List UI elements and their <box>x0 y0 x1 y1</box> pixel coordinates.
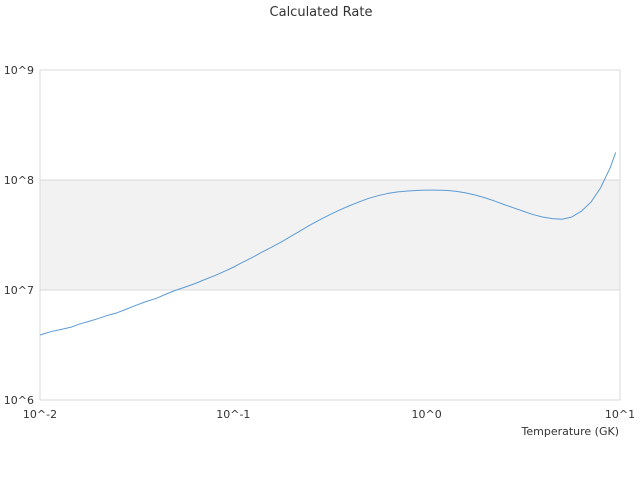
rate-series-line <box>39 152 617 336</box>
x-tick-label: 10^-2 <box>23 408 57 421</box>
y-tick-label: 10^9 <box>4 64 34 77</box>
highlight-band-layer <box>40 180 620 290</box>
x-tick-label: 10^-1 <box>216 408 250 421</box>
x-tick-label: 10^1 <box>605 408 635 421</box>
y-tick-label: 10^7 <box>4 284 34 297</box>
y-tick-label: 10^8 <box>4 174 34 187</box>
highlight-band <box>40 180 620 290</box>
x-tick-layer: 10^-2 10^-1 10^0 10^1 <box>23 408 635 421</box>
x-axis-label: Temperature (GK) <box>521 425 620 438</box>
y-tick-label: 10^6 <box>4 394 34 407</box>
y-tick-layer: 10^6 10^7 10^8 10^9 <box>4 64 34 407</box>
x-tick-label: 10^0 <box>412 408 442 421</box>
series-layer <box>39 152 617 336</box>
chart-title: Calculated Rate <box>270 5 373 20</box>
grid-layer <box>39 69 621 401</box>
